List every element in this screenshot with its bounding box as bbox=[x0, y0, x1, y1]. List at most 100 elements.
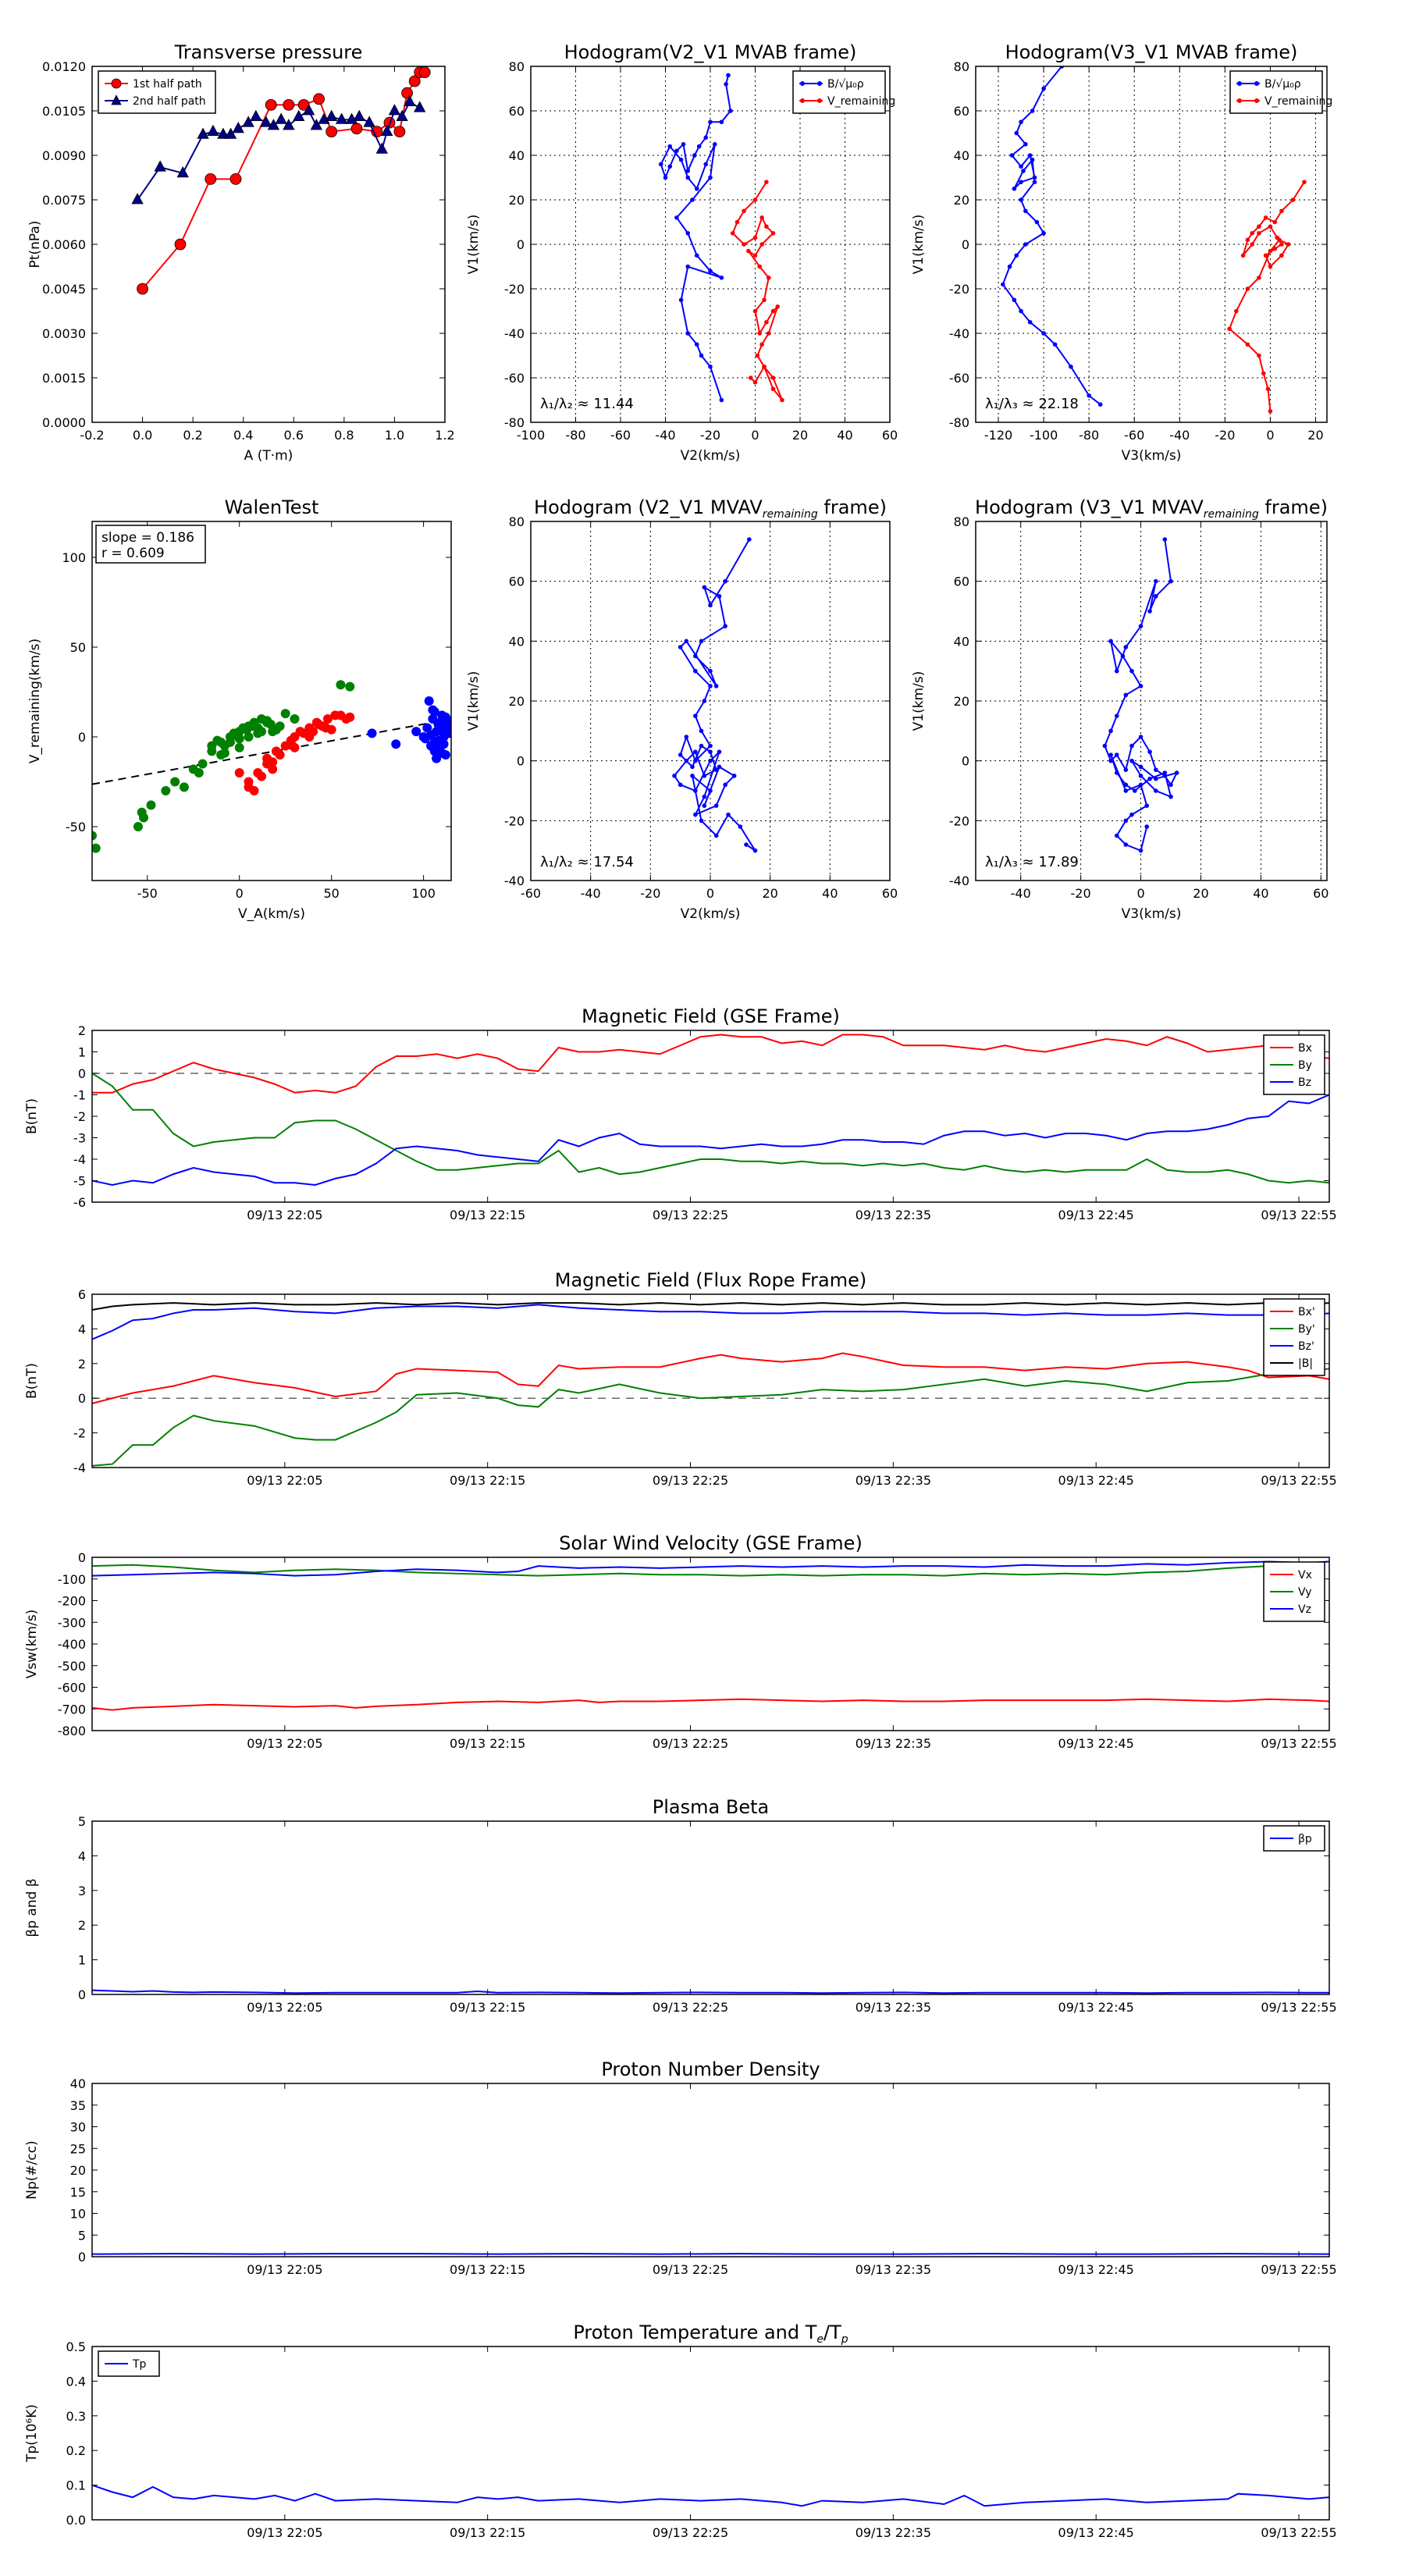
chart-title: Hodogram(V3_V1 MVAB frame) bbox=[1005, 41, 1298, 63]
x-tick-label: 09/13 22:55 bbox=[1261, 2262, 1336, 2277]
series-bz bbox=[92, 1094, 1329, 1187]
data-point bbox=[748, 375, 753, 380]
chart-proton_density: 09/13 22:05 09/13 22:15 09/13 22:25 09/13 2… bbox=[24, 2058, 1337, 2277]
data-point bbox=[1114, 770, 1119, 775]
x-tick-label: 1.2 bbox=[435, 428, 454, 443]
data-point bbox=[325, 126, 338, 138]
data-point bbox=[244, 732, 254, 742]
x-tick-label: 40 bbox=[822, 886, 838, 901]
data-point bbox=[1102, 743, 1108, 749]
data-point bbox=[301, 728, 311, 738]
data-point bbox=[723, 782, 727, 788]
x-tick-label: 50 bbox=[323, 886, 339, 901]
y-tick-label: 15 bbox=[70, 2185, 86, 2200]
x-tick-label: 0 bbox=[236, 886, 244, 901]
series-line bbox=[92, 1094, 1329, 1187]
data-point bbox=[194, 768, 204, 777]
chart-title: Transverse pressure bbox=[174, 41, 363, 63]
data-point bbox=[703, 162, 709, 167]
data-point bbox=[1014, 130, 1019, 136]
x-tick-label: -120 bbox=[984, 428, 1012, 443]
data-point bbox=[440, 712, 450, 722]
data-point bbox=[1012, 297, 1017, 303]
data-point bbox=[708, 749, 713, 754]
data-point bbox=[708, 743, 713, 749]
data-point bbox=[1138, 735, 1144, 739]
data-point bbox=[92, 843, 101, 853]
data-point bbox=[414, 101, 426, 112]
y-axis-label: V1(km/s) bbox=[911, 215, 927, 275]
data-point bbox=[1032, 175, 1037, 180]
series--b- bbox=[92, 1302, 1329, 1311]
x-tick-label: 09/13 22:55 bbox=[1261, 2000, 1336, 2015]
data-point bbox=[658, 162, 663, 167]
data-point bbox=[161, 786, 171, 795]
series-line bbox=[92, 1073, 1329, 1184]
data-point bbox=[1257, 353, 1261, 358]
data-point bbox=[752, 197, 758, 202]
data-point bbox=[667, 164, 673, 169]
data-point bbox=[1087, 393, 1091, 398]
x-tick-label: -80 bbox=[1079, 428, 1099, 443]
x-tick-label: -40 bbox=[655, 428, 675, 443]
x-axis-label: V2(km/s) bbox=[681, 906, 741, 922]
y-tick-label: -20 bbox=[949, 813, 969, 828]
data-point bbox=[757, 331, 763, 336]
data-point bbox=[713, 803, 719, 808]
x-tick-label: 0.6 bbox=[284, 428, 304, 443]
data-point bbox=[293, 109, 305, 122]
legend-marker bbox=[1254, 81, 1259, 86]
data-point bbox=[667, 144, 673, 149]
data-point bbox=[708, 364, 713, 369]
data-point bbox=[1162, 770, 1168, 775]
data-point bbox=[280, 709, 290, 719]
legend-label: V_remaining bbox=[827, 95, 895, 108]
y-tick-label: 0.0120 bbox=[42, 59, 86, 74]
y-axis-label: B(nT) bbox=[24, 1098, 40, 1134]
data-point bbox=[674, 215, 679, 220]
data-point bbox=[396, 109, 408, 122]
x-tick-label: 0.2 bbox=[183, 428, 202, 443]
data-point bbox=[1027, 153, 1033, 158]
data-point bbox=[731, 774, 737, 778]
legend-marker bbox=[800, 81, 805, 86]
series-line bbox=[92, 1368, 1329, 1467]
y-tick-label: 4 bbox=[78, 1848, 86, 1863]
data-point bbox=[1001, 282, 1005, 287]
data-point bbox=[1250, 242, 1254, 247]
series-line bbox=[92, 1989, 1329, 1994]
y-tick-label: 0.0 bbox=[66, 2513, 86, 2528]
y-tick-label: 10 bbox=[70, 2207, 86, 2222]
legend-label: Tp bbox=[132, 2358, 147, 2371]
y-tick-label: 20 bbox=[70, 2163, 86, 2178]
y-tick-label: -2 bbox=[73, 1426, 86, 1441]
data-point bbox=[1147, 609, 1152, 614]
data-point bbox=[260, 116, 272, 127]
data-point bbox=[253, 768, 263, 777]
y-tick-label: 20 bbox=[954, 694, 969, 709]
y-tick-label: 4 bbox=[78, 1322, 86, 1336]
plot-frame bbox=[91, 1030, 1330, 1203]
data-point bbox=[388, 104, 401, 116]
y-tick-label: 60 bbox=[509, 104, 525, 119]
x-tick-label: 09/13 22:15 bbox=[450, 1736, 525, 1751]
y-tick-label: 0 bbox=[78, 1550, 86, 1565]
data-point bbox=[1014, 253, 1019, 258]
data-point bbox=[418, 66, 431, 78]
y-tick-label: -40 bbox=[504, 873, 525, 888]
data-point bbox=[703, 135, 709, 140]
series-vz bbox=[92, 1560, 1329, 1577]
x-tick-label: 09/13 22:15 bbox=[450, 2262, 525, 2277]
y-tick-label: 0.0060 bbox=[42, 237, 86, 252]
data-point bbox=[422, 723, 432, 733]
data-point bbox=[302, 104, 315, 116]
data-point bbox=[762, 364, 767, 369]
data-point bbox=[681, 141, 686, 147]
data-point bbox=[275, 750, 285, 760]
data-point bbox=[275, 721, 285, 731]
data-point bbox=[244, 782, 254, 792]
data-point bbox=[713, 833, 719, 838]
plot-frame bbox=[91, 521, 452, 881]
